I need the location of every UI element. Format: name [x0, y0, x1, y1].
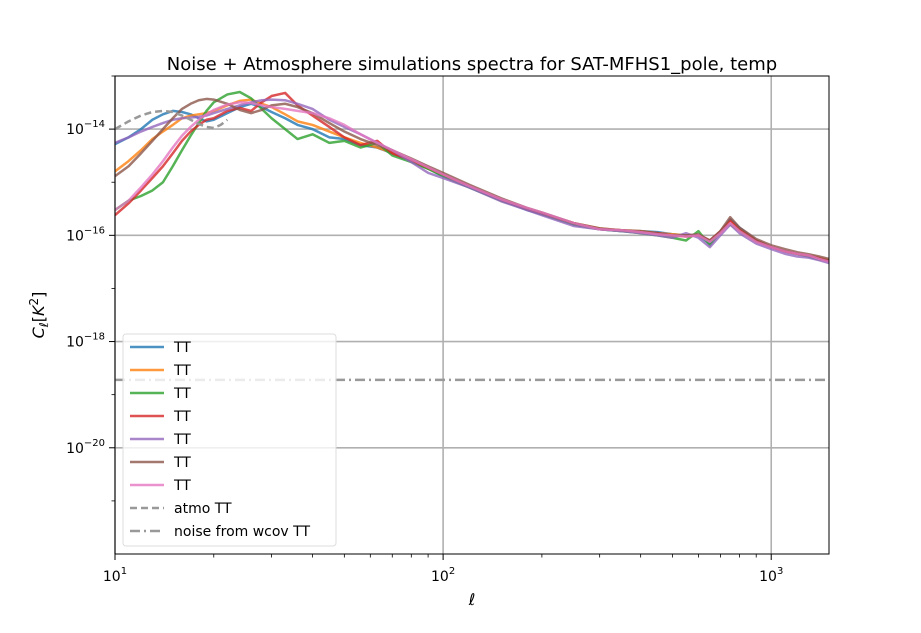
- x-tick-label: 103: [759, 566, 783, 585]
- series-line-7: [115, 101, 829, 263]
- y-tick-label: 10−14: [66, 119, 105, 138]
- legend-label: TT: [173, 455, 191, 471]
- legend-label: noise from wcov TT: [174, 524, 310, 540]
- chart-title: Noise + Atmosphere simulations spectra f…: [167, 54, 777, 75]
- legend-label: TT: [173, 340, 191, 356]
- legend-box: [122, 333, 337, 547]
- x-axis-label: ℓ: [468, 590, 476, 609]
- series-line-8: [115, 109, 229, 131]
- x-tick-label: 101: [103, 566, 127, 585]
- svg-text:Cℓ[K2]: Cℓ[K2]: [27, 292, 51, 339]
- plot-frame: [114, 75, 830, 555]
- axis-ticks: 101 102 103 10−20 10−18 10−16 10−14: [66, 75, 783, 585]
- legend-label: TT: [173, 432, 191, 448]
- legend-label: TT: [173, 386, 191, 402]
- y-tick-label: 10−18: [66, 332, 105, 351]
- legend-label: TT: [173, 409, 191, 425]
- series-lines: [115, 90, 829, 382]
- legend-label: atmo TT: [174, 501, 232, 517]
- y-tick-label: 10−16: [66, 225, 105, 244]
- legend-label: TT: [173, 363, 191, 379]
- legend-label: TT: [173, 478, 191, 494]
- x-tick-label: 102: [431, 566, 455, 585]
- y-tick-label: 10−20: [66, 438, 105, 457]
- legend: TT TT TT TT TT TT TT atmo TT noise from wcov TT: [122, 333, 337, 547]
- y-axis-label: Cℓ[K2]: [27, 292, 51, 339]
